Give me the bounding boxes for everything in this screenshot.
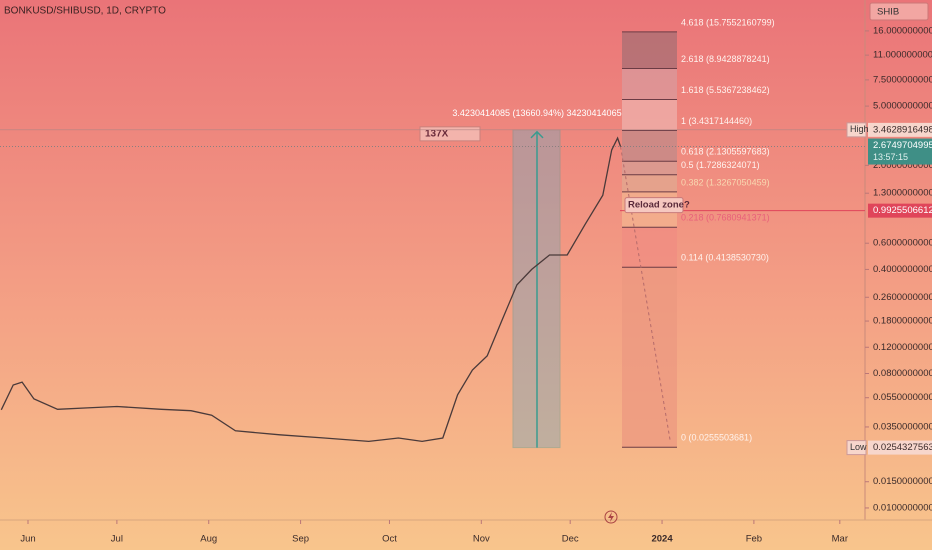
chart-title: BONKUSD/SHIBUSD, 1D, CRYPTO <box>4 6 166 17</box>
y-tick-label: 0.6000000000 <box>873 238 932 249</box>
plot: 16.0000000000 11.0000000000 7.5000000000 5.… <box>0 17 932 545</box>
x-tick-label: Feb <box>746 534 762 545</box>
fib-zone <box>622 68 677 100</box>
x-tick-label: Nov <box>473 534 490 545</box>
x-tick-label: Mar <box>832 534 848 545</box>
y-tick-label: 5.0000000000 <box>873 101 932 112</box>
y-tick-label: 0.0100000000 <box>873 502 932 513</box>
fib-label: 0.114 (0.4138530730) <box>681 253 769 263</box>
low-tag-box <box>846 440 867 456</box>
fib-label: 0 (0.0255503681) <box>681 433 752 443</box>
replay-icon[interactable] <box>604 510 618 524</box>
fib-label: 2.618 (8.9428878241) <box>681 54 770 64</box>
projection <box>620 146 671 440</box>
alert-label-box <box>868 203 932 218</box>
symbol-box[interactable] <box>869 2 929 21</box>
measure-arrowhead <box>530 130 544 139</box>
x-tick-label: Dec <box>562 534 579 545</box>
tag-label: 137X <box>425 128 449 139</box>
last-price-box <box>868 138 932 165</box>
high-value-box <box>868 122 932 137</box>
y-tick-label: 0.4000000000 <box>873 264 932 275</box>
y-tick-label: 2.0000000000 <box>873 160 932 171</box>
y-tick-label: 11.0000000000 <box>873 50 932 61</box>
fib-zone <box>622 130 677 162</box>
fib-zone <box>622 31 677 69</box>
symbol[interactable]: SHIB <box>877 7 899 18</box>
y-tick-label: 0.0350000000 <box>873 421 932 432</box>
fib-label: 0.382 (1.3267050459) <box>681 177 770 187</box>
measure-label: 3.4230414085 (13660.94%) 34230414065 <box>452 108 621 118</box>
y-tick-label: 16.0000000000 <box>873 25 932 36</box>
fib-zone <box>622 99 677 131</box>
y-tick-label: 0.1200000000 <box>873 342 932 353</box>
fib-zone <box>622 174 677 192</box>
last-price: 2.6749704995 <box>873 140 932 151</box>
y-tick-label: 0.1800000000 <box>873 316 932 327</box>
tag-box <box>419 126 481 142</box>
y-tick-label: 7.5000000000 <box>873 74 932 85</box>
y-tick-label: 0.0550000000 <box>873 392 932 403</box>
low-value-box <box>868 440 932 455</box>
x-tick-label: Sep <box>292 534 309 545</box>
alert-label: 0.9925506612 <box>873 205 932 216</box>
countdown: 13:57:15 <box>873 152 908 162</box>
x-tick-label: Oct <box>382 534 397 545</box>
fib-label: 1.618 (5.5367238462) <box>681 85 770 95</box>
callout-box <box>624 197 684 214</box>
fib-zone <box>622 161 677 175</box>
high-tag-box <box>846 122 867 138</box>
y-tick-label: 0.2600000000 <box>873 292 932 303</box>
fib-label: 4.618 (15.7552160799) <box>681 17 775 27</box>
y-tick-label: 0.0150000000 <box>873 476 932 487</box>
low-tag: Low <box>850 442 867 452</box>
high-tag: High <box>850 124 869 134</box>
y-tick-label: 0.0800000000 <box>873 368 932 379</box>
x-tick-label: Aug <box>200 534 217 545</box>
callout: Reload zone? <box>628 200 690 211</box>
fib-label: 0.218 (0.7680941371) <box>681 213 770 223</box>
x-tick-label: 2024 <box>651 534 673 545</box>
high-value: 3.4628916498 <box>873 124 932 135</box>
x-tick-label: Jul <box>111 534 123 545</box>
low-value: 0.0254327563 <box>873 442 932 453</box>
fib-label: 1 (3.4317144460) <box>681 116 752 126</box>
y-tick-label: 1.3000000000 <box>873 188 932 199</box>
x-tick-label: Jun <box>20 534 35 545</box>
fib-zone <box>622 267 677 448</box>
fib-label: 0.5 (1.7286324071) <box>681 160 760 170</box>
fib-label: 0.618 (2.1305597683) <box>681 147 770 157</box>
price-line <box>0 136 622 443</box>
fib-zone <box>622 227 677 268</box>
